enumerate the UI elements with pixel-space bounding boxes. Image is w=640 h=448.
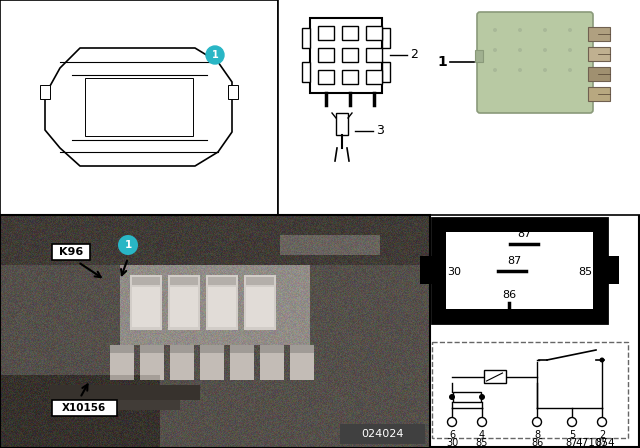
Bar	[475, 50, 483, 62]
Text: X10156: X10156	[62, 403, 106, 413]
Bar	[278, 0, 430, 215]
Bar	[420, 256, 433, 284]
Bar	[432, 218, 607, 323]
Text: 2: 2	[410, 48, 418, 61]
Text: 87: 87	[507, 256, 521, 266]
Circle shape	[206, 46, 224, 64]
Circle shape	[532, 418, 541, 426]
Text: 1: 1	[437, 55, 447, 69]
Bar	[382, 28, 390, 48]
Bar	[382, 62, 390, 82]
Text: 85: 85	[476, 438, 488, 448]
Circle shape	[568, 48, 572, 52]
Text: 024024: 024024	[361, 429, 403, 439]
Bar	[588, 27, 610, 41]
Bar	[483, 370, 506, 383]
Circle shape	[493, 28, 497, 32]
Text: 6: 6	[449, 430, 455, 440]
Text: 1: 1	[124, 240, 132, 250]
Bar	[342, 26, 358, 40]
FancyBboxPatch shape	[477, 12, 593, 113]
Circle shape	[598, 418, 607, 426]
Bar	[310, 18, 382, 93]
Circle shape	[568, 68, 572, 72]
Bar	[318, 70, 334, 84]
Bar	[318, 26, 334, 40]
Bar	[446, 232, 593, 309]
Bar	[366, 26, 382, 40]
Text: 87: 87	[596, 438, 608, 448]
Text: 85: 85	[578, 267, 592, 277]
Text: 87: 87	[566, 438, 578, 448]
Circle shape	[600, 358, 605, 362]
Bar	[588, 47, 610, 61]
Bar	[340, 424, 425, 444]
Circle shape	[518, 28, 522, 32]
Bar	[366, 70, 382, 84]
Bar	[302, 28, 310, 48]
Text: 8: 8	[534, 430, 540, 440]
Text: 87: 87	[517, 229, 531, 239]
Circle shape	[518, 68, 522, 72]
Bar	[430, 0, 640, 215]
Bar	[588, 67, 610, 81]
Bar	[0, 0, 278, 215]
Bar	[453, 392, 481, 402]
Circle shape	[568, 28, 572, 32]
Circle shape	[493, 48, 497, 52]
Circle shape	[543, 28, 547, 32]
Circle shape	[493, 68, 497, 72]
Text: 3: 3	[376, 125, 384, 138]
Bar	[588, 87, 610, 101]
Bar	[342, 70, 358, 84]
Bar	[0, 215, 430, 448]
Text: 4: 4	[479, 430, 485, 440]
Circle shape	[447, 418, 456, 426]
Circle shape	[543, 48, 547, 52]
Text: 471054: 471054	[575, 438, 615, 448]
Bar	[342, 48, 358, 62]
Bar	[336, 113, 348, 135]
Circle shape	[543, 68, 547, 72]
Text: 30: 30	[446, 438, 458, 448]
Circle shape	[568, 418, 577, 426]
Text: K96: K96	[59, 247, 83, 257]
Text: 86: 86	[531, 438, 543, 448]
Text: 5: 5	[569, 430, 575, 440]
Bar	[85, 78, 193, 136]
Text: 2: 2	[599, 430, 605, 440]
Circle shape	[479, 394, 485, 400]
Bar	[40, 85, 50, 99]
Text: 30: 30	[447, 267, 461, 277]
Text: 1: 1	[212, 50, 218, 60]
Text: 86: 86	[502, 290, 516, 300]
Bar	[52, 244, 90, 260]
Bar	[606, 256, 619, 284]
Bar	[52, 400, 117, 416]
Circle shape	[449, 394, 455, 400]
Circle shape	[477, 418, 486, 426]
Bar	[366, 48, 382, 62]
Circle shape	[518, 48, 522, 52]
Bar	[318, 48, 334, 62]
Bar	[302, 62, 310, 82]
Bar	[228, 85, 238, 99]
Circle shape	[118, 235, 138, 255]
